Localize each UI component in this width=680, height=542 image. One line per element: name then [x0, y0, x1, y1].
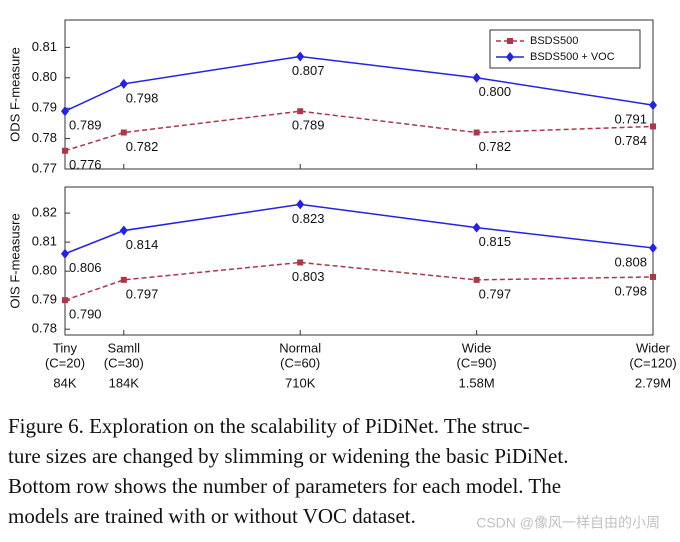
legend-box — [489, 29, 641, 69]
value-label: 0.784 — [614, 133, 647, 148]
y-tick-label: 0.79 — [32, 100, 57, 115]
marker — [120, 129, 127, 136]
legend-label: BSDS500 — [530, 35, 578, 47]
marker — [472, 72, 481, 83]
marker — [297, 108, 304, 115]
value-label: 0.797 — [126, 286, 159, 301]
x-tick-label: (C=120) — [629, 355, 676, 370]
y-tick-label: 0.80 — [32, 263, 57, 278]
x-category-label: Wide — [462, 340, 492, 355]
marker — [473, 276, 480, 283]
value-label: 0.798 — [614, 283, 647, 298]
value-label: 0.807 — [292, 63, 325, 78]
x-category-label: Samll — [108, 340, 141, 355]
y-tick-label: 0.79 — [32, 292, 57, 307]
marker — [120, 276, 127, 283]
x-tick-label: (C=20) — [45, 355, 85, 370]
x-tick-label: (C=90) — [457, 355, 497, 370]
value-label: 0.798 — [126, 90, 159, 105]
marker — [649, 242, 657, 253]
y-tick-label: 0.78 — [32, 321, 57, 336]
value-label: 0.797 — [479, 286, 512, 301]
legend-marker — [506, 52, 514, 62]
caption-line: Figure 6. Exploration on the scalability… — [8, 414, 530, 438]
y-axis-label: ODS F-measure — [7, 47, 22, 142]
param-label: 1.58M — [459, 375, 495, 390]
y-tick-label: 0.78 — [32, 130, 57, 145]
series-line — [64, 261, 654, 301]
param-label: 2.79M — [635, 375, 671, 390]
value-label: 0.789 — [292, 118, 325, 133]
marker — [62, 147, 68, 154]
marker — [473, 129, 480, 136]
marker — [62, 297, 68, 304]
marker — [650, 123, 656, 130]
value-label: 0.800 — [479, 84, 512, 99]
marker — [119, 225, 128, 236]
value-label: 0.776 — [69, 157, 102, 172]
marker — [296, 199, 305, 210]
plot-frame — [64, 19, 654, 170]
caption-line: models are trained with or without VOC d… — [8, 504, 416, 528]
marker — [296, 51, 305, 62]
marker — [61, 106, 69, 117]
param-label: 710K — [285, 375, 316, 390]
marker — [61, 248, 69, 259]
marker — [649, 100, 657, 111]
y-tick-label: 0.81 — [32, 39, 57, 54]
marker — [119, 78, 128, 89]
y-axis-label: OIS F-measusre — [7, 213, 22, 308]
legend-marker — [507, 38, 513, 44]
x-tick-label: (C=30) — [104, 355, 144, 370]
legend-label: BSDS500 + VOC — [530, 51, 615, 63]
watermark: CSDN @像风一样自由的小周 — [476, 515, 660, 531]
value-label: 0.803 — [292, 269, 325, 284]
x-tick-label: (C=60) — [280, 355, 320, 370]
y-tick-label: 0.81 — [32, 234, 57, 249]
caption-line: ture sizes are changed by slimming or wi… — [8, 444, 568, 468]
caption-line: Bottom row shows the number of parameter… — [8, 474, 561, 498]
value-label: 0.815 — [479, 234, 512, 249]
value-label: 0.806 — [69, 260, 102, 275]
param-label: 184K — [109, 375, 140, 390]
y-tick-label: 0.80 — [32, 69, 57, 84]
value-label: 0.791 — [614, 112, 647, 127]
marker — [472, 222, 481, 233]
value-label: 0.808 — [614, 254, 647, 269]
value-label: 0.790 — [69, 307, 102, 322]
x-category-label: Tiny — [53, 340, 78, 355]
y-tick-label: 0.82 — [32, 205, 57, 220]
param-label: 84K — [53, 375, 76, 390]
value-label: 0.823 — [292, 211, 325, 226]
marker — [650, 273, 656, 280]
y-tick-label: 0.77 — [32, 160, 57, 175]
x-category-label: Wider — [636, 340, 671, 355]
x-category-label: Normal — [279, 340, 321, 355]
marker — [297, 259, 304, 266]
value-label: 0.814 — [126, 237, 159, 252]
value-label: 0.782 — [479, 139, 512, 154]
series-line — [64, 110, 654, 152]
value-label: 0.782 — [126, 139, 159, 154]
plot-frame — [64, 186, 654, 336]
value-label: 0.789 — [69, 118, 102, 133]
